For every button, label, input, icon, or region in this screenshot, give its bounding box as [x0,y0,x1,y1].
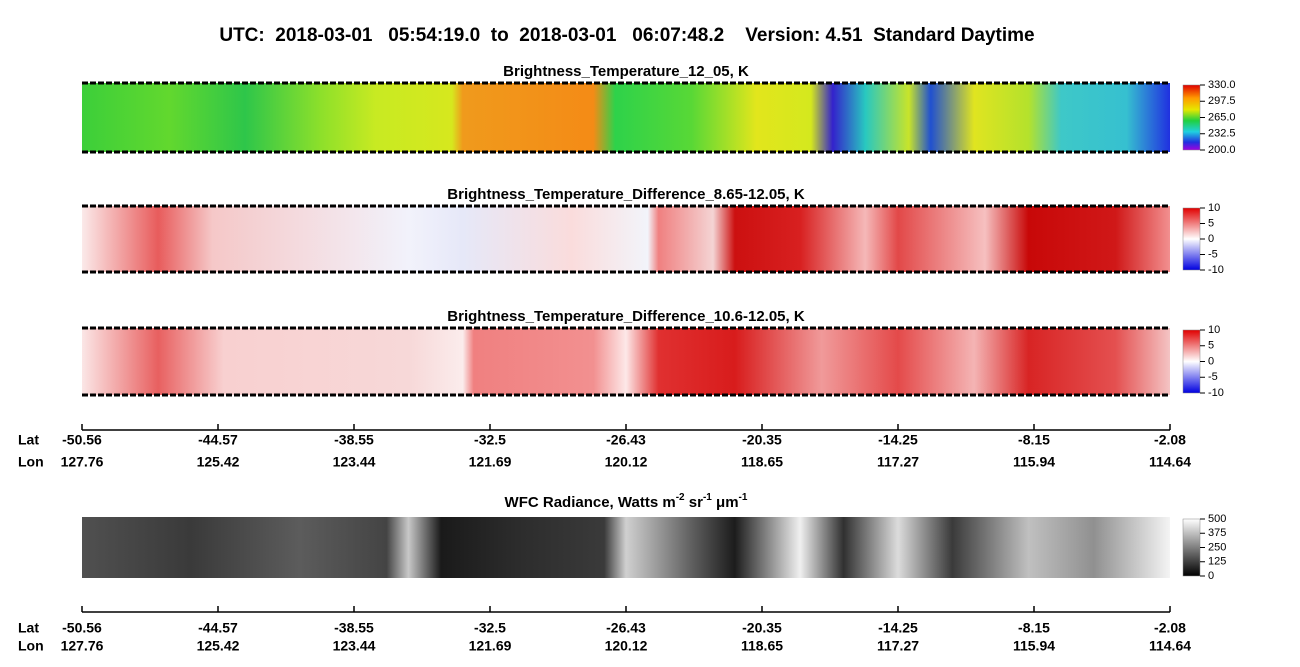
colorbar-tick-label: 0 [1208,233,1214,245]
lat-tick-label: -44.57 [198,620,238,636]
colorbar-tick-label: 5 [1208,340,1214,352]
lat-tick-label: -14.25 [878,432,918,448]
panel-title: Brightness_Temperature_Difference_10.6-1… [447,308,805,325]
colorbar-tick-label: 232.5 [1208,128,1236,140]
colorbar-tick-label: 330.0 [1208,79,1236,91]
colorbar [1182,518,1201,577]
title-part: WFC Radiance, Watts m [505,494,676,511]
colorbar-tick-label: -5 [1208,371,1218,383]
lat-tick-label: -50.56 [62,432,102,448]
lon-tick-label: 114.64 [1149,638,1191,654]
lat-tick-label: -50.56 [62,620,102,636]
lon-tick-label: 118.65 [741,638,783,654]
axis-label: Lat [18,432,39,448]
lat-tick-label: -8.15 [1018,620,1050,636]
colorbar-tick-label: 10 [1208,324,1220,336]
lat-tick-label: -26.43 [606,620,646,636]
lat-tick-label: -32.5 [474,432,506,448]
colorbar-tick-label: -10 [1208,387,1224,399]
colorbar-tick-label: 0 [1208,570,1214,582]
image-swath [82,206,1170,272]
colorbar [1182,84,1201,151]
colorbar-tick-label: 0 [1208,355,1214,367]
lon-tick-label: 117.27 [877,638,919,654]
lon-tick-label: 127.76 [61,638,104,654]
lat-tick-label: -2.08 [1154,432,1186,448]
title-part: -2 [676,492,685,503]
title-part: -1 [739,492,748,503]
colorbar-tick-label: 265.0 [1208,111,1236,123]
colorbar-tick-label: 125 [1208,556,1226,568]
axis-label: Lon [18,638,44,654]
lon-tick-label: 120.12 [605,638,648,654]
lat-tick-label: -38.55 [334,620,374,636]
lon-tick-label: 118.65 [741,454,783,470]
colorbar-tick-label: 297.5 [1208,95,1236,107]
lat-tick-label: -8.15 [1018,432,1050,448]
lon-tick-label: 125.42 [197,638,240,654]
title-part: -1 [703,492,712,503]
lon-tick-label: 127.76 [61,454,104,470]
lon-tick-label: 120.12 [605,454,648,470]
colorbar-tick-label: 250 [1208,541,1226,553]
colorbar [1182,329,1201,394]
colorbar-tick-label: 10 [1208,202,1220,214]
colorbar-tick-label: 500 [1208,513,1226,525]
lon-tick-label: 123.44 [333,454,376,470]
lon-tick-label: 123.44 [333,638,376,654]
lat-tick-label: -38.55 [334,432,374,448]
lat-tick-label: -32.5 [474,620,506,636]
panel-title: Brightness_Temperature_Difference_8.65-1… [447,186,805,203]
lat-tick-label: -44.57 [198,432,238,448]
panel-title: Brightness_Temperature_12_05, K [503,63,749,80]
title-part: sr [685,494,704,511]
lon-tick-label: 121.69 [469,638,512,654]
colorbar-tick-label: 5 [1208,217,1214,229]
colorbar [1182,207,1201,271]
lat-tick-label: -20.35 [742,432,782,448]
title-part: μm [712,494,739,511]
lat-tick-label: -14.25 [878,620,918,636]
axis-label: Lon [18,454,44,470]
lon-tick-label: 114.64 [1149,454,1191,470]
lon-tick-label: 121.69 [469,454,512,470]
colorbar-tick-label: -5 [1208,248,1218,260]
colorbar-tick-label: 375 [1208,527,1226,539]
lon-tick-label: 117.27 [877,454,919,470]
colorbar-tick-label: -10 [1208,264,1224,276]
colorbar-tick-label: 200.0 [1208,144,1236,156]
lon-tick-label: 115.94 [1013,454,1055,470]
lat-tick-label: -20.35 [742,620,782,636]
lon-tick-label: 115.94 [1013,638,1055,654]
image-swath [82,517,1170,578]
page-title: UTC: 2018-03-01 05:54:19.0 to 2018-03-01… [219,25,1034,46]
image-swath [82,328,1170,395]
lat-tick-label: -26.43 [606,432,646,448]
axis-label: Lat [18,620,39,636]
panel-title: WFC Radiance, Watts m-2 sr-1 μm-1 [505,492,748,511]
lon-tick-label: 125.42 [197,454,240,470]
image-swath [82,83,1170,152]
lat-tick-label: -2.08 [1154,620,1186,636]
